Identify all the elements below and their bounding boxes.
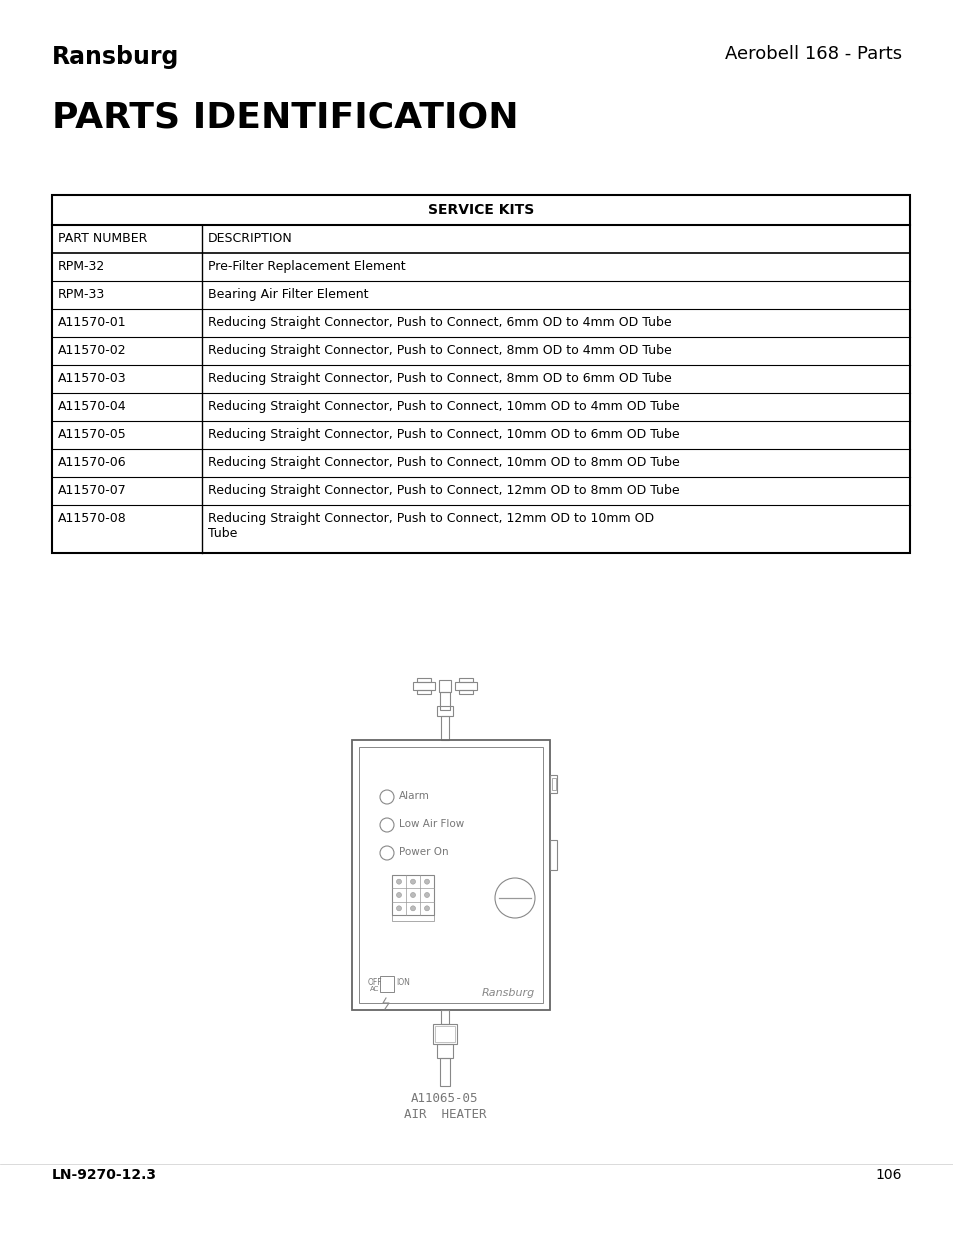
Circle shape — [424, 905, 429, 911]
Circle shape — [410, 905, 416, 911]
Text: Reducing Straight Connector, Push to Connect, 8mm OD to 6mm OD Tube: Reducing Straight Connector, Push to Con… — [208, 372, 671, 385]
Text: OFF: OFF — [368, 978, 382, 987]
Circle shape — [396, 879, 401, 884]
Bar — [440, 716, 449, 740]
Text: DESCRIPTION: DESCRIPTION — [208, 232, 293, 245]
Text: Reducing Straight Connector, Push to Connect, 12mm OD to 8mm OD Tube: Reducing Straight Connector, Push to Con… — [208, 484, 679, 496]
Bar — [416, 678, 431, 682]
Text: Ransburg: Ransburg — [481, 988, 535, 998]
Bar — [379, 976, 394, 992]
Text: 106: 106 — [875, 1168, 901, 1182]
Text: A11570-05: A11570-05 — [58, 429, 127, 441]
Bar — [435, 1026, 455, 1042]
Bar — [438, 680, 451, 692]
Bar — [413, 682, 435, 690]
Bar — [455, 682, 476, 690]
Text: Ransburg: Ransburg — [52, 44, 179, 69]
Text: A11570-01: A11570-01 — [58, 316, 127, 329]
Text: Reducing Straight Connector, Push to Connect, 10mm OD to 8mm OD Tube: Reducing Straight Connector, Push to Con… — [208, 456, 679, 469]
Text: Bearing Air Filter Element: Bearing Air Filter Element — [208, 288, 368, 301]
Circle shape — [396, 893, 401, 898]
Text: RPM-32: RPM-32 — [58, 261, 105, 273]
Bar — [392, 876, 434, 915]
Circle shape — [410, 893, 416, 898]
Bar — [416, 690, 431, 694]
Text: Reducing Straight Connector, Push to Connect, 10mm OD to 4mm OD Tube: Reducing Straight Connector, Push to Con… — [208, 400, 679, 412]
Text: ION: ION — [395, 978, 410, 987]
Text: A11065-05: A11065-05 — [411, 1092, 478, 1105]
Circle shape — [424, 879, 429, 884]
Text: A11570-02: A11570-02 — [58, 345, 127, 357]
Text: AC: AC — [370, 986, 379, 992]
Text: PART NUMBER: PART NUMBER — [58, 232, 147, 245]
Text: LN-9270-12.3: LN-9270-12.3 — [52, 1168, 157, 1182]
Text: RPM-33: RPM-33 — [58, 288, 105, 301]
Bar — [436, 1044, 453, 1058]
Text: Power On: Power On — [398, 847, 448, 857]
Text: Reducing Straight Connector, Push to Connect, 8mm OD to 4mm OD Tube: Reducing Straight Connector, Push to Con… — [208, 345, 671, 357]
Bar — [352, 740, 550, 1010]
Text: Alarm: Alarm — [398, 790, 430, 802]
Bar — [433, 1024, 456, 1044]
Text: Low Air Flow: Low Air Flow — [398, 819, 464, 829]
Bar — [439, 692, 450, 710]
Bar — [458, 678, 473, 682]
Bar — [550, 776, 557, 793]
Bar — [552, 778, 556, 790]
Text: A11570-06: A11570-06 — [58, 456, 127, 469]
Text: Reducing Straight Connector, Push to Connect, 10mm OD to 6mm OD Tube: Reducing Straight Connector, Push to Con… — [208, 429, 679, 441]
Text: Reducing Straight Connector, Push to Connect, 12mm OD to 10mm OD
Tube: Reducing Straight Connector, Push to Con… — [208, 513, 654, 540]
Bar — [550, 840, 557, 869]
Text: Reducing Straight Connector, Push to Connect, 6mm OD to 4mm OD Tube: Reducing Straight Connector, Push to Con… — [208, 316, 671, 329]
Bar — [439, 1058, 450, 1086]
Text: A11570-08: A11570-08 — [58, 513, 127, 525]
Circle shape — [410, 879, 416, 884]
Text: A11570-07: A11570-07 — [58, 484, 127, 496]
Bar — [52, 195, 909, 553]
Bar — [392, 915, 434, 921]
Text: A11570-03: A11570-03 — [58, 372, 127, 385]
Circle shape — [396, 905, 401, 911]
Bar — [458, 690, 473, 694]
Text: Aerobell 168 - Parts: Aerobell 168 - Parts — [724, 44, 901, 63]
Circle shape — [424, 893, 429, 898]
Text: A11570-04: A11570-04 — [58, 400, 127, 412]
Text: SERVICE KITS: SERVICE KITS — [428, 203, 534, 217]
Bar — [436, 706, 453, 716]
Bar — [440, 1010, 449, 1024]
Text: AIR  HEATER: AIR HEATER — [403, 1108, 486, 1121]
Text: Pre-Filter Replacement Element: Pre-Filter Replacement Element — [208, 261, 405, 273]
Text: PARTS IDENTIFICATION: PARTS IDENTIFICATION — [52, 100, 518, 135]
Bar — [358, 747, 542, 1003]
